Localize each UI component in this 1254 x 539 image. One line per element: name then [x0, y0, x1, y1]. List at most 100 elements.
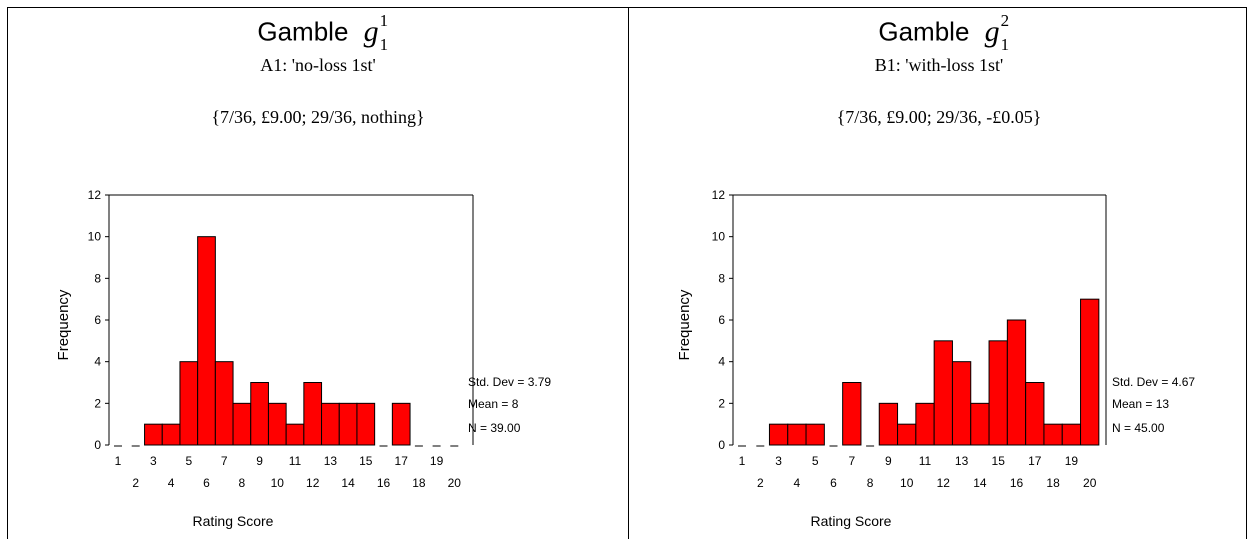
title-word: Gamble	[878, 16, 970, 47]
x-tick-label: 6	[203, 476, 210, 490]
histogram-bar	[988, 340, 1008, 446]
x-tick-label: 11	[919, 454, 932, 468]
x-tick-label: 10	[900, 476, 914, 490]
x-tick-label: 2	[132, 476, 139, 490]
y-tick-label: 0	[94, 438, 101, 452]
histogram-bar	[951, 361, 972, 446]
panel-subtitle: A1: 'no-loss 1st'	[260, 55, 376, 75]
histogram-bar	[897, 423, 917, 446]
histogram-bar	[933, 340, 953, 446]
x-tick-label: 20	[448, 476, 462, 490]
x-tick-label: 14	[341, 476, 355, 490]
std-dev-label: Std. Dev = 3.79	[468, 375, 552, 389]
gamble-definition: {7/36, £9.00; 29/36, nothing}	[211, 107, 425, 127]
x-tick-label: 18	[1046, 476, 1060, 490]
histogram-bar	[179, 361, 199, 446]
panel-title: Gamble g 1 1	[8, 11, 628, 54]
y-tick-label: 2	[94, 396, 101, 410]
x-tick-label: 7	[848, 454, 855, 468]
y-tick-label: 4	[718, 355, 725, 369]
x-axis-label: Rating Score	[192, 513, 274, 529]
histogram-bar	[1080, 298, 1100, 446]
mean-label: Mean = 13	[1112, 397, 1170, 411]
x-tick-label: 16	[1010, 476, 1024, 490]
mean-label: Mean = 8	[468, 397, 519, 411]
x-tick-label: 13	[955, 454, 969, 468]
y-tick-label: 8	[718, 271, 725, 285]
x-tick-label: 6	[830, 476, 837, 490]
panel-subtitle: B1: 'with-loss 1st'	[874, 55, 1004, 75]
histogram-bar	[970, 402, 990, 446]
x-tick-label: 8	[867, 476, 874, 490]
x-tick-label: 9	[256, 454, 263, 468]
x-tick-label: 9	[885, 454, 892, 468]
left-panel: Gamble g 1 1 A1: 'no-loss 1st' {7/36, £9…	[8, 7, 628, 539]
title-symbol: g 2 1	[984, 11, 1010, 54]
histogram-bar	[161, 423, 181, 446]
figure-frame	[7, 7, 1247, 539]
title-superscript: 2	[1000, 11, 1010, 31]
histogram-bar	[356, 402, 376, 446]
x-tick-label: 20	[1083, 476, 1097, 490]
x-tick-label: 16	[377, 476, 391, 490]
panel-title: Gamble g 2 1	[629, 11, 1249, 54]
histogram-bar	[303, 382, 323, 446]
x-tick-label: 15	[992, 454, 1006, 468]
x-tick-label: 7	[221, 454, 228, 468]
x-axis-label: Rating Score	[810, 513, 892, 529]
x-tick-label: 19	[430, 454, 444, 468]
histogram-bar	[338, 402, 358, 446]
y-tick-label: 12	[712, 188, 726, 202]
x-tick-label: 1	[739, 454, 746, 468]
histogram-bar	[1043, 423, 1063, 446]
std-dev-label: Std. Dev = 4.67	[1112, 375, 1196, 389]
histogram-bar	[878, 402, 899, 446]
x-tick-label: 8	[239, 476, 246, 490]
x-tick-label: 17	[1028, 454, 1042, 468]
histogram-bar	[391, 402, 411, 446]
x-tick-label: 13	[324, 454, 338, 468]
y-tick-label: 6	[94, 313, 101, 327]
histogram-bar	[214, 361, 234, 446]
y-tick-label: 12	[88, 188, 102, 202]
n-label: N = 39.00	[468, 421, 521, 435]
histogram-bar	[1006, 319, 1027, 446]
x-tick-label: 2	[757, 476, 764, 490]
y-tick-label: 4	[94, 355, 101, 369]
x-tick-label: 4	[168, 476, 175, 490]
y-tick-label: 10	[88, 230, 102, 244]
x-tick-label: 12	[306, 476, 320, 490]
histogram-bar	[768, 423, 789, 446]
x-tick-label: 11	[289, 454, 302, 468]
title-symbol: g 1 1	[363, 11, 389, 54]
x-tick-label: 5	[812, 454, 819, 468]
title-subscript: 1	[1000, 35, 1010, 55]
histogram-bar	[805, 423, 825, 446]
histogram-chart: Frequency0246810121234567891011121314151…	[676, 188, 1107, 490]
histogram-bar	[1061, 423, 1082, 446]
histogram-bar	[321, 402, 340, 446]
histogram-bar	[197, 236, 216, 446]
title-g: g	[363, 15, 379, 49]
x-tick-label: 5	[185, 454, 192, 468]
x-tick-label: 3	[150, 454, 157, 468]
histogram-bar	[787, 423, 807, 446]
histogram-bar	[250, 382, 269, 446]
x-tick-label: 1	[115, 454, 122, 468]
x-tick-label: 12	[937, 476, 951, 490]
title-word: Gamble	[257, 16, 349, 47]
gamble-definition: {7/36, £9.00; 29/36, -£0.05}	[836, 107, 1042, 127]
x-tick-label: 14	[973, 476, 987, 490]
x-tick-label: 17	[395, 454, 409, 468]
title-g: g	[984, 15, 1000, 49]
x-tick-label: 19	[1065, 454, 1079, 468]
histogram-bar	[1025, 382, 1045, 446]
histogram-bar	[842, 382, 862, 446]
histogram-bar	[267, 402, 287, 446]
y-tick-label: 10	[712, 230, 726, 244]
right-panel: Gamble g 2 1 B1: 'with-loss 1st' {7/36, …	[629, 7, 1249, 539]
y-axis-label: Frequency	[55, 289, 72, 360]
y-tick-label: 6	[718, 313, 725, 327]
x-tick-label: 10	[271, 476, 285, 490]
y-tick-label: 8	[94, 271, 101, 285]
